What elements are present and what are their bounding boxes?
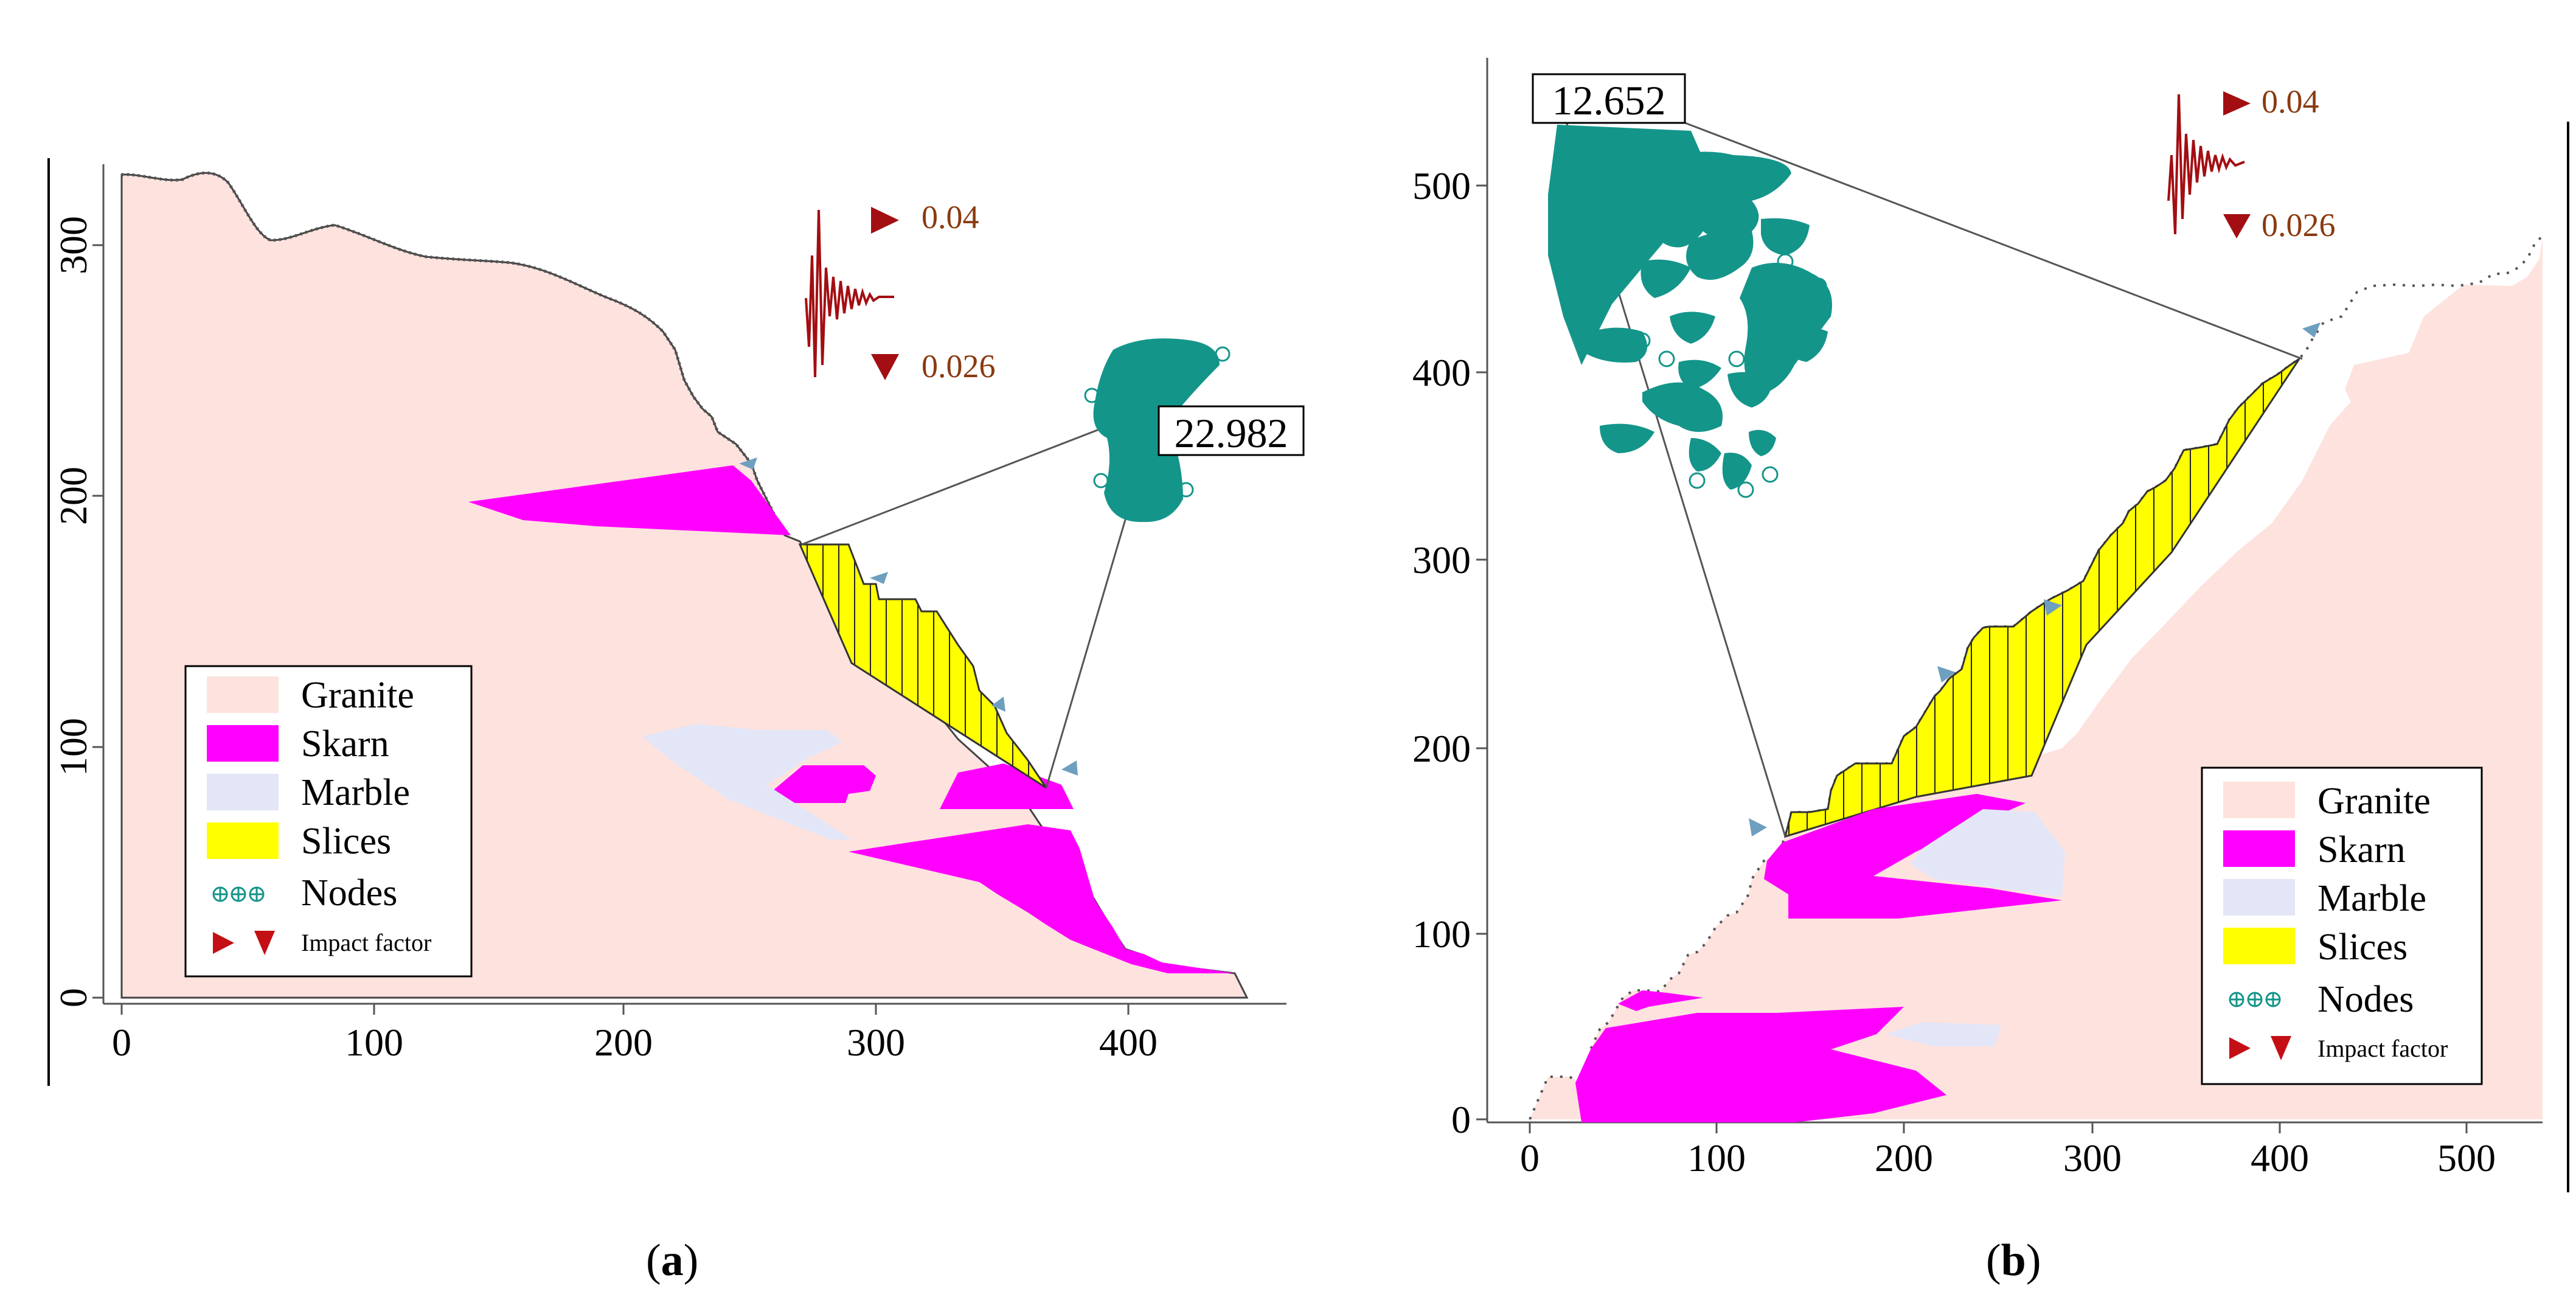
panel-a-impact-low: 0.026 xyxy=(922,348,996,384)
legend-label: Marble xyxy=(301,772,410,813)
panel-b-impact-high-icon xyxy=(2223,91,2251,116)
panel-a: 22.982 0.04 0.026 0 100 200 300 400 0 10… xyxy=(47,158,1305,1086)
panel-a-impact-low-icon xyxy=(871,354,899,380)
legend-slices-swatch xyxy=(2223,928,2295,964)
panel-a-skarn-small xyxy=(772,765,876,803)
caption-a: (a) xyxy=(646,1236,699,1285)
legend-label: Impact factor xyxy=(301,929,431,956)
legend-impact-down-icon xyxy=(2271,1036,2291,1060)
panel-b-x-tick: 300 xyxy=(2063,1136,2122,1180)
legend-impact-down-icon xyxy=(254,931,275,955)
arrow-icon xyxy=(870,572,888,584)
panel-b-marble-lower xyxy=(1886,1022,2001,1046)
panel-b-slices xyxy=(1783,358,2300,838)
legend-marble-swatch xyxy=(2223,879,2295,916)
panel-a-x-tick: 400 xyxy=(1099,1021,1158,1064)
panel-b-x-tick: 0 xyxy=(1520,1136,1540,1180)
arrow-icon xyxy=(1061,760,1078,776)
legend-label: Granite xyxy=(301,675,414,716)
panel-a-y-tick: 200 xyxy=(52,467,95,525)
panel-a-slices xyxy=(798,543,1047,789)
panel-b-impact-low-icon xyxy=(2223,214,2251,238)
legend-nodes-icon xyxy=(2229,992,2281,1007)
panel-a-slip-arrows xyxy=(739,457,1078,776)
panel-b-y-tick: 500 xyxy=(1412,164,1471,207)
panel-b-y-tick: 0 xyxy=(1451,1098,1471,1141)
legend-label: Slices xyxy=(301,821,391,862)
panel-a-x-tick: 100 xyxy=(345,1021,403,1064)
panel-a-x-tick: 300 xyxy=(847,1021,905,1064)
arrow-icon xyxy=(1937,666,1956,683)
arrow-icon xyxy=(739,457,757,470)
panel-a-surface-profile xyxy=(121,171,786,537)
panel-b-surface-profile xyxy=(1529,236,2543,1120)
panel-b: 12.652 0.04 0.026 0 100 200 300 400 500 … xyxy=(1412,58,2569,1192)
panel-a-safety-factor: 22.982 xyxy=(1175,410,1288,456)
panel-a-y-tick: 100 xyxy=(52,718,95,776)
legend-granite-swatch xyxy=(207,676,279,713)
panel-a-impact-high: 0.04 xyxy=(922,199,979,235)
panel-a-safety-factor-box xyxy=(1158,405,1305,456)
panel-b-y-tick: 300 xyxy=(1412,538,1471,582)
panel-b-x-tick: 500 xyxy=(2437,1136,2496,1180)
panel-a-skarn-lower xyxy=(849,824,1235,973)
panel-a-node-cloud xyxy=(1084,338,1231,523)
panel-a-x-tick: 0 xyxy=(112,1021,131,1064)
panel-b-y-tick: 400 xyxy=(1412,351,1471,394)
panel-b-y-tick: 200 xyxy=(1412,727,1471,770)
panel-b-marble-upper xyxy=(1910,809,2065,897)
caption-a-letter: a xyxy=(661,1236,684,1285)
panel-b-slip-arrows xyxy=(1749,322,2321,836)
panel-a-ticks xyxy=(92,244,1130,1015)
panel-b-x-tick: 400 xyxy=(2251,1136,2309,1180)
arrow-icon xyxy=(2044,599,2062,616)
legend-granite-swatch xyxy=(2223,782,2295,818)
panel-b-impact-low: 0.026 xyxy=(2262,207,2336,243)
legend-label: Skarn xyxy=(301,723,389,765)
panel-a-y-tick: 300 xyxy=(52,216,95,274)
legend-label: Skarn xyxy=(2317,829,2406,871)
panel-a-legend: Granite Skarn Marble Slices Nodes Impact… xyxy=(184,665,473,978)
legend-skarn-swatch xyxy=(2223,830,2295,867)
arrow-icon xyxy=(1749,818,1767,836)
panel-b-node-cloud xyxy=(1548,125,1832,498)
caption-b: (b) xyxy=(1986,1236,2041,1285)
panel-a-impact-high-icon xyxy=(871,207,899,234)
panel-b-skarn-upper xyxy=(1764,794,2062,919)
panel-b-y-tick: 100 xyxy=(1412,912,1471,956)
panel-b-legend: Granite Skarn Marble Slices Nodes Impact… xyxy=(2201,766,2483,1085)
panel-b-search-line-upper xyxy=(1681,120,2303,360)
panel-b-x-tick: 100 xyxy=(1687,1136,1746,1180)
legend-label: Impact factor xyxy=(2317,1035,2448,1062)
panel-b-skarn-small xyxy=(1618,990,1703,1011)
legend-nodes-icon xyxy=(212,886,265,902)
panel-a-skarn-upper xyxy=(468,465,791,535)
panel-a-x-tick: 200 xyxy=(594,1021,653,1064)
panel-b-safety-factor-box xyxy=(1532,73,1686,124)
legend-marble-swatch xyxy=(207,774,279,810)
panel-b-impact-wave xyxy=(2167,94,2245,235)
panel-b-ticks xyxy=(1476,184,2468,1133)
legend-label: Nodes xyxy=(2317,979,2414,1020)
legend-label: Slices xyxy=(2317,926,2408,968)
caption-b-letter: b xyxy=(2001,1236,2026,1285)
panel-b-x-tick: 200 xyxy=(1875,1136,1933,1180)
panel-a-skarn-mid xyxy=(940,763,1074,809)
panel-a-marble xyxy=(642,724,852,839)
panel-b-impact-high: 0.04 xyxy=(2262,83,2319,120)
arrow-icon xyxy=(2302,322,2321,338)
legend-label: Marble xyxy=(2317,878,2426,919)
legend-impact-right-icon xyxy=(213,932,234,954)
panel-b-skarn-lower xyxy=(1575,1007,1946,1122)
legend-label: Nodes xyxy=(301,872,397,914)
legend-skarn-swatch xyxy=(207,725,279,762)
panel-b-safety-factor: 12.652 xyxy=(1552,77,1666,123)
legend-impact-right-icon xyxy=(2229,1037,2251,1059)
arrow-icon xyxy=(991,697,1005,712)
panel-a-y-tick: 0 xyxy=(52,988,95,1007)
legend-label: Granite xyxy=(2317,780,2431,822)
legend-slices-swatch xyxy=(207,822,279,859)
panel-a-impact-wave xyxy=(805,209,894,378)
